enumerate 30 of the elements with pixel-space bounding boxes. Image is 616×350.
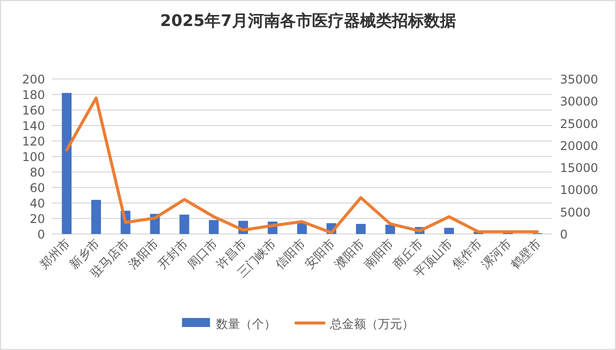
y2-tick-label: 35000 [560,72,598,86]
bar [208,220,219,234]
bar [385,224,396,234]
y2-tick-label: 15000 [560,161,598,176]
line-series [65,96,539,234]
y2-tick-label: 30000 [560,94,598,109]
legend-label: 总金额（万元） [329,317,414,331]
y2-tick-label: 25000 [560,116,598,131]
legend-label: 数量（个） [216,317,276,331]
y-tick-label: 60 [30,181,45,195]
y2-tick-label: 10000 [560,183,598,198]
chart-title: 2025年7月河南各市医疗器械类招标数据 [160,11,456,30]
y-tick-label: 200 [22,72,45,86]
bar [444,228,454,234]
y-tick-label: 180 [22,88,45,102]
bar [62,92,72,234]
y2-tick-label: 0 [560,228,568,242]
bar [356,224,366,234]
bar [180,214,190,234]
y-tick-label: 40 [30,196,45,210]
y-tick-label: 100 [22,150,45,164]
bar [91,200,101,234]
y-tick-label: 140 [22,119,45,133]
y2-tick-label: 20000 [560,138,598,153]
y2-tick-label: 5000 [560,205,591,220]
y-tick-label: 0 [37,228,45,242]
y-tick-label: 80 [30,166,45,180]
y-tick-label: 20 [30,212,45,226]
y-tick-label: 160 [22,104,45,118]
y-tick-label: 120 [22,134,45,148]
